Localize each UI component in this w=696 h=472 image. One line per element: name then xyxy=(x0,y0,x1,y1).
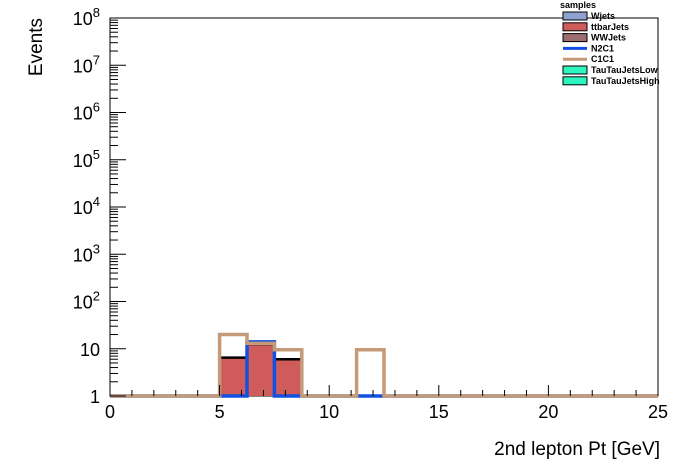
legend-swatch-TauTauJetsHigh xyxy=(562,76,588,86)
legend-swatch-TauTauJetsLow xyxy=(562,65,588,75)
y-tick-label: 102 xyxy=(73,289,100,313)
x-tick-label: 15 xyxy=(429,402,449,422)
legend-label-ttbarJets: ttbarJets xyxy=(591,22,629,32)
stack-bar-ttbarJets xyxy=(274,359,302,396)
y-tick-label: 106 xyxy=(73,100,100,124)
signal-lines xyxy=(110,332,658,398)
axes: 0 5 10 15 20 25 1 10 102 103 104 105 106 107 108 xyxy=(73,5,668,422)
legend-label-TauTauJetsHigh: TauTauJetsHigh xyxy=(591,76,660,86)
y-tick-label: 108 xyxy=(73,5,100,29)
legend-swatch-WWJets xyxy=(562,33,588,43)
series-line-C1C1 xyxy=(110,332,658,398)
x-tick-label: 10 xyxy=(319,402,339,422)
y-tick-label: 104 xyxy=(73,194,100,218)
plot-frame xyxy=(109,17,659,397)
y-tick-label: 105 xyxy=(73,147,100,171)
stacked-bars xyxy=(219,342,302,396)
legend-label-Wjets: Wjets xyxy=(591,11,615,21)
legend: samplesWjetsttbarJetsWWJetsN2C1C1C1TauTa… xyxy=(560,0,660,86)
stack-bar-ttbarJets xyxy=(247,344,275,396)
x-tick-label: 5 xyxy=(215,402,225,422)
x-tick-label: 0 xyxy=(105,402,115,422)
legend-swatch-Wjets xyxy=(562,11,588,21)
y-tick-label: 103 xyxy=(73,241,100,265)
x-tick-label: 25 xyxy=(648,402,668,422)
stack-bar-ttbarJets xyxy=(219,357,247,396)
y-axis-title: Events xyxy=(26,18,47,76)
y-tick-label: 107 xyxy=(73,52,100,76)
x-axis-title: 2nd lepton Pt [GeV] xyxy=(494,439,660,460)
x-tick-label: 20 xyxy=(538,402,558,422)
y-tick-label: 10 xyxy=(80,340,100,360)
legend-label-C1C1: C1C1 xyxy=(591,54,614,64)
legend-title: samples xyxy=(560,0,596,10)
legend-label-TauTauJetsLow: TauTauJetsLow xyxy=(591,65,659,75)
legend-label-N2C1: N2C1 xyxy=(591,43,614,53)
y-tick-label: 1 xyxy=(90,387,100,407)
legend-swatch-ttbarJets xyxy=(562,22,588,32)
legend-label-WWJets: WWJets xyxy=(591,33,626,43)
